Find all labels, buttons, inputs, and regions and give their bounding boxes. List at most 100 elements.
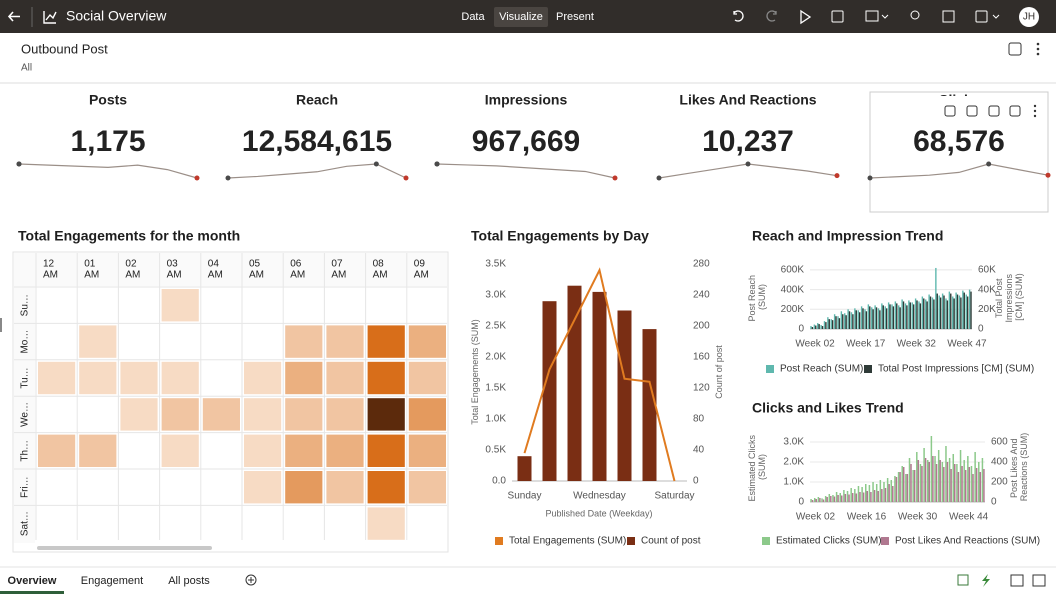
- filter-title[interactable]: Outbound Post: [21, 41, 108, 56]
- y2-tick-label: 80: [693, 414, 705, 425]
- bar: [945, 446, 947, 502]
- bar: [928, 295, 929, 329]
- bar: [978, 462, 980, 502]
- auto-apply[interactable]: [982, 574, 990, 587]
- scrollbar[interactable]: [37, 546, 212, 550]
- bar: [943, 296, 944, 329]
- bar: [966, 295, 967, 329]
- bar: [858, 486, 860, 502]
- x-tick-label: Week 44: [949, 512, 989, 523]
- bar: [974, 452, 976, 502]
- bar: [823, 500, 825, 503]
- bar: [964, 293, 965, 329]
- panel-toggle[interactable]: [1011, 575, 1023, 586]
- bar: [842, 314, 843, 329]
- mode-tab[interactable]: Data: [461, 11, 485, 23]
- more-menu[interactable]: [1037, 43, 1040, 56]
- bar: [858, 310, 859, 329]
- bar: [856, 310, 857, 329]
- bar: [969, 290, 970, 329]
- y-tick-label: 1.0K: [485, 414, 506, 425]
- bar: [950, 294, 951, 329]
- bar: [938, 450, 940, 502]
- mode-tab[interactable]: Present: [556, 11, 594, 23]
- sparkline-point: [17, 162, 22, 167]
- bar: [825, 496, 827, 502]
- bar: [947, 462, 949, 502]
- filter-icon[interactable]: [1009, 43, 1021, 55]
- row-label: We…: [20, 402, 31, 427]
- bar: [818, 324, 819, 329]
- tile-menu-dot: [1034, 105, 1036, 107]
- bar: [932, 297, 933, 329]
- column-label: 04 AM: [208, 258, 223, 280]
- x-tick-label: Week 16: [847, 512, 887, 523]
- bar: [854, 308, 855, 329]
- heat-cell: [79, 435, 116, 467]
- heat-cell: [79, 362, 116, 394]
- bar: [867, 491, 869, 502]
- bar: [939, 460, 941, 502]
- bar: [939, 296, 940, 329]
- bar: [618, 311, 632, 482]
- bar: [812, 500, 814, 502]
- mode-tab[interactable]: Visualize: [499, 11, 543, 23]
- bar: [891, 304, 892, 329]
- bar: [927, 460, 929, 502]
- bar: [810, 326, 811, 329]
- y-tick-label: 0: [798, 497, 804, 508]
- legend-label: Post Likes And Reactions (SUM): [895, 536, 1040, 547]
- chart-title: Total Engagements by Day: [471, 228, 649, 244]
- y2-tick-label: 0: [991, 497, 997, 508]
- filter-toggle[interactable]: [958, 575, 968, 585]
- bar: [848, 495, 850, 503]
- bar: [971, 466, 973, 502]
- bar: [950, 469, 952, 502]
- heat-cell: [162, 289, 199, 321]
- bar: [949, 458, 951, 502]
- bar: [925, 299, 926, 329]
- sparkline-point: [1046, 173, 1051, 178]
- bar: [845, 494, 847, 502]
- bar: [881, 489, 883, 502]
- heat-cell: [409, 325, 446, 357]
- bar: [847, 491, 849, 502]
- heat-cell: [38, 362, 75, 394]
- bar: [866, 311, 867, 329]
- bar: [925, 458, 927, 502]
- bar: [864, 309, 865, 329]
- bar: [967, 456, 969, 502]
- bar: [883, 482, 885, 502]
- bar: [870, 492, 872, 502]
- canvas-tab[interactable]: All posts: [168, 575, 210, 587]
- filter-value[interactable]: All: [21, 63, 32, 74]
- bar: [872, 482, 874, 502]
- bar: [888, 302, 889, 329]
- bar: [963, 460, 965, 502]
- canvas-tab[interactable]: Engagement: [81, 575, 143, 587]
- bar: [869, 306, 870, 329]
- bar: [916, 452, 918, 502]
- y-tick-label: 2.0K: [485, 352, 506, 363]
- panel-toggle[interactable]: [1033, 575, 1045, 586]
- bar: [942, 462, 944, 502]
- y2-tick-label: 20K: [978, 304, 996, 315]
- bar: [829, 494, 831, 502]
- bar: [958, 472, 960, 502]
- bar: [820, 325, 821, 329]
- kpi-value: 10,237: [702, 125, 794, 158]
- bar: [970, 292, 971, 329]
- bar: [960, 450, 962, 502]
- kpi-label: Reach: [296, 92, 338, 108]
- bar: [810, 499, 812, 502]
- bar: [910, 464, 912, 502]
- bar: [892, 486, 894, 502]
- bar: [839, 318, 840, 329]
- bar: [869, 485, 871, 502]
- bar: [903, 467, 905, 502]
- canvas-tab[interactable]: Overview: [8, 575, 57, 587]
- bar: [915, 298, 916, 329]
- heat-cell: [120, 362, 157, 394]
- bar: [942, 294, 943, 329]
- legend-swatch: [495, 537, 503, 545]
